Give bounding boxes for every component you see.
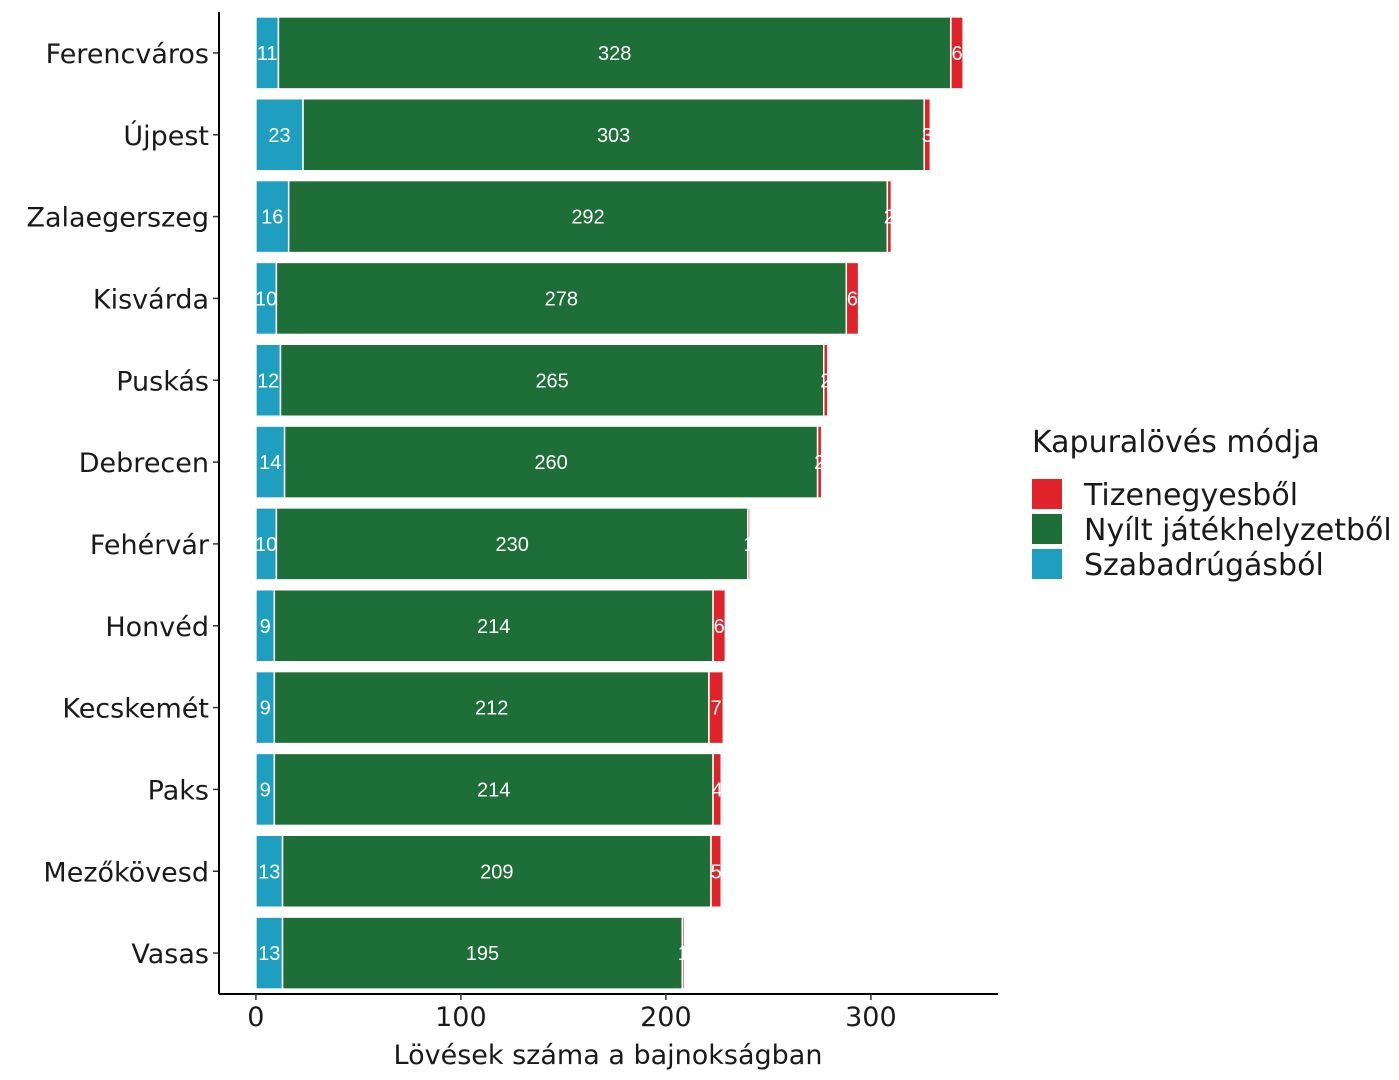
bar-ferencvaros-nyilt-jatekhelyzetbol: [277, 16, 952, 90]
bar-honved-nyilt-jatekhelyzetbol: [273, 588, 714, 663]
x-axis-title: Lövések száma a bajnokságban: [394, 1040, 823, 1071]
bar-mezokovesd-nyilt-jatekhelyzetbol: [281, 834, 712, 909]
bar-label-debrecen-szabadrugasbol: 14: [259, 452, 281, 474]
bar-label-zalaegerszeg-szabadrugasbol: 16: [261, 207, 283, 229]
bar-kisvarda-nyilt-jatekhelyzetbol: [275, 261, 848, 336]
bar-honved-tizenegyesbol: [712, 588, 727, 663]
legend-swatch-tizenegyesbol: [1032, 479, 1062, 509]
bar-label-ferencvaros-szabadrugasbol: 11: [257, 43, 278, 65]
bar-paks-tizenegyesbol: [712, 752, 722, 827]
bar-label-vasas-nyilt-jatekhelyzetbol: 195: [466, 943, 499, 965]
bar-label-kecskemet-tizenegyesbol: 7: [711, 698, 722, 720]
bar-label-fehervar-nyilt-jatekhelyzetbol: 230: [495, 534, 528, 556]
bars-layer: 11 328 623 303 316 292 210 278 612 265 214 260 210 23…: [255, 16, 964, 990]
bar-zalaegerszeg-szabadrugasbol: [255, 179, 290, 254]
bar-vasas-szabadrugasbol: [255, 916, 284, 990]
bar-paks-nyilt-jatekhelyzetbol: [273, 752, 714, 827]
bar-debrecen-tizenegyesbol: [816, 425, 823, 499]
bar-kisvarda-tizenegyesbol: [845, 261, 860, 336]
bar-label-ferencvaros-tizenegyesbol: 6: [951, 43, 962, 65]
bar-label-honved-nyilt-jatekhelyzetbol: 214: [477, 616, 510, 638]
y-tick-label-vasas: Vasas: [131, 939, 209, 970]
bar-label-kisvarda-nyilt-jatekhelyzetbol: 278: [545, 288, 578, 310]
y-tick-label-kisvarda: Kisvárda: [93, 284, 209, 315]
bar-label-ferencvaros-nyilt-jatekhelyzetbol: 328: [598, 43, 631, 65]
y-tick-label-zalaegerszeg: Zalaegerszeg: [26, 203, 209, 234]
bar-label-debrecen-tizenegyesbol: 2: [814, 452, 825, 474]
bar-label-puskas-szabadrugasbol: 12: [257, 370, 279, 392]
y-tick-label-puskas: Puskás: [116, 366, 209, 397]
axes-layer: Ferencváros Újpest Zalaegerszeg Kisvárda Pus…: [26, 12, 998, 1033]
x-tick-label-200: 200: [640, 1002, 692, 1033]
bar-mezokovesd-tizenegyesbol: [710, 834, 722, 909]
bar-label-debrecen-nyilt-jatekhelyzetbol: 260: [534, 452, 567, 474]
bar-puskas-nyilt-jatekhelyzetbol: [279, 343, 825, 418]
y-tick-label-fehervar: Fehérvár: [90, 530, 210, 561]
bar-zalaegerszeg-tizenegyesbol: [886, 179, 893, 254]
bar-label-paks-szabadrugasbol: 9: [260, 779, 271, 801]
y-tick-label-paks: Paks: [148, 775, 209, 806]
bar-label-mezokovesd-tizenegyesbol: 5: [711, 861, 722, 883]
bar-label-mezokovesd-szabadrugasbol: 13: [258, 861, 280, 883]
bar-label-vasas-tizenegyesbol: 1: [678, 943, 689, 965]
bar-label-ujpest-tizenegyesbol: 3: [922, 125, 933, 147]
y-tick-label-kecskemet: Kecskemét: [62, 694, 209, 725]
x-tick-label-300: 300: [845, 1002, 897, 1033]
bar-label-fehervar-szabadrugasbol: 10: [255, 534, 277, 556]
bar-kecskemet-tizenegyesbol: [708, 670, 725, 745]
legend-swatch-nyilt-jatekhelyzetbol: [1032, 514, 1062, 544]
bar-label-ujpest-szabadrugasbol: 23: [268, 125, 290, 147]
bar-fehervar-nyilt-jatekhelyzetbol: [275, 507, 749, 581]
legend-label-szabadrugasbol: Szabadrúgásból: [1084, 548, 1324, 583]
legend-swatch-szabadrugasbol: [1032, 549, 1062, 579]
bar-puskas-tizenegyesbol: [823, 343, 829, 418]
bar-vasas-nyilt-jatekhelyzetbol: [281, 916, 684, 990]
bar-label-ujpest-nyilt-jatekhelyzetbol: 303: [597, 125, 630, 147]
bar-ujpest-tizenegyesbol: [923, 97, 932, 172]
bar-ferencvaros-tizenegyesbol: [950, 16, 964, 90]
bar-debrecen-nyilt-jatekhelyzetbol: [283, 425, 819, 499]
legend-label-tizenegyesbol: Tizenegyesből: [1083, 478, 1298, 513]
bar-label-mezokovesd-nyilt-jatekhelyzetbol: 209: [480, 861, 513, 883]
bar-label-kisvarda-tizenegyesbol: 6: [847, 288, 858, 310]
bar-label-zalaegerszeg-tizenegyesbol: 2: [884, 207, 895, 229]
bar-kecskemet-nyilt-jatekhelyzetbol: [273, 670, 710, 745]
bar-label-honved-tizenegyesbol: 6: [714, 616, 725, 638]
x-tick-label-100: 100: [435, 1002, 487, 1033]
bar-label-puskas-tizenegyesbol: 2: [820, 370, 831, 392]
y-tick-label-ujpest: Újpest: [123, 120, 209, 152]
x-tick-label-0: 0: [247, 1002, 264, 1033]
bar-debrecen-szabadrugasbol: [255, 425, 286, 499]
bar-label-vasas-szabadrugasbol: 13: [258, 943, 280, 965]
y-tick-label-honved: Honvéd: [105, 612, 209, 643]
bar-zalaegerszeg-nyilt-jatekhelyzetbol: [287, 179, 889, 254]
bar-label-honved-szabadrugasbol: 9: [260, 616, 271, 638]
bar-label-kisvarda-szabadrugasbol: 10: [255, 288, 277, 310]
legend-label-nyilt-jatekhelyzetbol: Nyílt játékhelyzetből: [1084, 513, 1392, 548]
y-tick-label-ferencvaros: Ferencváros: [46, 39, 209, 70]
bar-label-paks-tizenegyesbol: 4: [712, 779, 723, 801]
y-tick-label-mezokovesd: Mezőkövesd: [43, 857, 209, 888]
bar-label-puskas-nyilt-jatekhelyzetbol: 265: [535, 370, 568, 392]
bar-label-fehervar-tizenegyesbol: 1: [743, 534, 754, 556]
bar-label-kecskemet-nyilt-jatekhelyzetbol: 212: [475, 698, 508, 720]
bar-fehervar-tizenegyesbol: [747, 507, 751, 581]
bar-label-paks-nyilt-jatekhelyzetbol: 214: [477, 779, 510, 801]
bar-vasas-tizenegyesbol: [681, 916, 686, 990]
bar-label-zalaegerszeg-nyilt-jatekhelyzetbol: 292: [571, 207, 604, 229]
y-tick-label-debrecen: Debrecen: [79, 448, 209, 479]
bar-label-kecskemet-szabadrugasbol: 9: [260, 698, 271, 720]
legend-title: Kapuralövés módja: [1032, 425, 1320, 460]
